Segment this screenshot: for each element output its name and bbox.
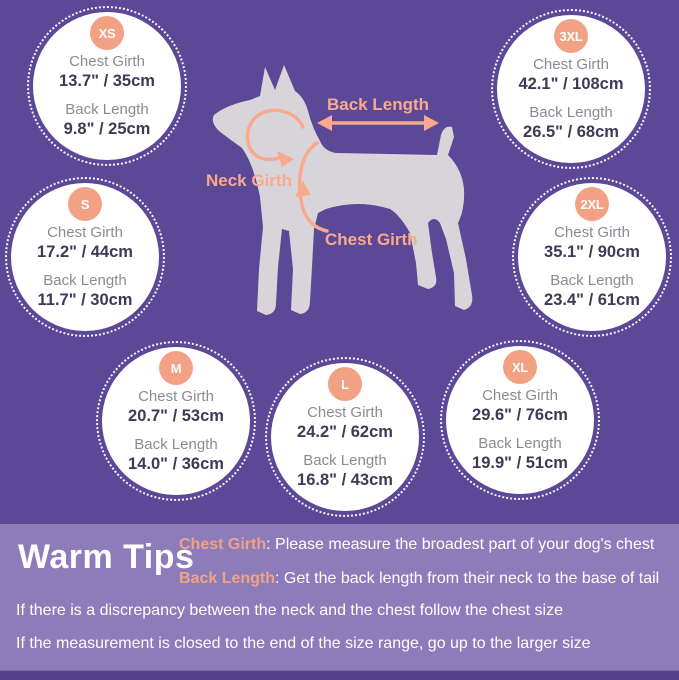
size-circle-l: L Chest Girth 24.2" / 62cm Back Length 1… — [265, 357, 425, 517]
back-length-caption: Back Length — [134, 436, 218, 453]
tips-panel: Warm Tips Chest Girth: Please measure th… — [0, 524, 679, 670]
back-length-caption: Back Length — [478, 435, 562, 452]
back-length-value: 26.5" / 68cm — [523, 123, 619, 141]
chest-girth-value: 42.1" / 108cm — [518, 75, 624, 93]
tip-back-length: Back Length: Get the back length from th… — [179, 570, 659, 588]
chest-girth-value: 17.2" / 44cm — [37, 243, 133, 261]
tip-back-length-text: : Get the back length from their neck to… — [275, 570, 660, 587]
size-measurements: Chest Girth 20.7" / 53cm Back Length 14.… — [102, 387, 250, 475]
chest-girth-label: Chest Girth — [325, 230, 418, 249]
back-length-value: 11.7" / 30cm — [37, 291, 133, 309]
tip-chest-girth-text: : Please measure the broadest part of yo… — [266, 536, 655, 553]
size-circle-3xl: 3XL Chest Girth 42.1" / 108cm Back Lengt… — [491, 9, 651, 169]
tip-chest-girth: Chest Girth: Please measure the broadest… — [179, 536, 654, 554]
chest-girth-arrow — [295, 141, 329, 233]
tip-back-length-term: Back Length — [179, 570, 276, 587]
tip-note-discrepancy: If there is a discrepancy between the ne… — [16, 602, 563, 619]
chest-girth-caption: Chest Girth — [307, 404, 383, 421]
size-measurements: Chest Girth 13.7" / 35cm Back Length 9.8… — [33, 52, 181, 140]
back-length-value: 16.8" / 43cm — [297, 471, 393, 489]
back-length-value: 14.0" / 36cm — [128, 455, 224, 473]
back-length-caption: Back Length — [550, 272, 634, 289]
tip-chest-girth-term: Chest Girth — [179, 536, 267, 553]
chest-girth-caption: Chest Girth — [554, 224, 630, 241]
size-badge-l: L — [328, 367, 362, 401]
size-measurements: Chest Girth 42.1" / 108cm Back Length 26… — [497, 55, 645, 143]
size-circle-body: XS Chest Girth 13.7" / 35cm Back Length … — [33, 12, 181, 160]
size-measurements: Chest Girth 17.2" / 44cm Back Length 11.… — [11, 223, 159, 311]
back-length-label: Back Length — [327, 95, 430, 114]
chest-girth-caption: Chest Girth — [533, 56, 609, 73]
size-measurements: Chest Girth 29.6" / 76cm Back Length 19.… — [446, 386, 594, 474]
back-length-caption: Back Length — [43, 272, 127, 289]
size-badge-3xl: 3XL — [554, 19, 588, 53]
chest-girth-value: 13.7" / 35cm — [59, 72, 155, 90]
chest-girth-value: 20.7" / 53cm — [128, 407, 224, 425]
size-circle-xs: XS Chest Girth 13.7" / 35cm Back Length … — [27, 6, 187, 166]
size-badge-s: S — [68, 187, 102, 221]
neck-girth-arrow — [245, 108, 305, 167]
size-circle-body: S Chest Girth 17.2" / 44cm Back Length 1… — [11, 183, 159, 331]
size-badge-xl: XL — [503, 350, 537, 384]
size-circle-body: XL Chest Girth 29.6" / 76cm Back Length … — [446, 346, 594, 494]
back-length-value: 9.8" / 25cm — [63, 120, 151, 138]
back-length-caption: Back Length — [65, 101, 149, 118]
chest-girth-caption: Chest Girth — [482, 387, 558, 404]
back-length-arrow — [317, 115, 439, 131]
back-length-caption: Back Length — [303, 452, 387, 469]
size-circle-body: M Chest Girth 20.7" / 53cm Back Length 1… — [102, 347, 250, 495]
warm-tips-heading: Warm Tips — [18, 538, 195, 576]
back-length-value: 19.9" / 51cm — [472, 454, 568, 472]
size-circle-body: 2XL Chest Girth 35.1" / 90cm Back Length… — [518, 183, 666, 331]
chest-girth-value: 35.1" / 90cm — [544, 243, 640, 261]
size-measurements: Chest Girth 24.2" / 62cm Back Length 16.… — [271, 403, 419, 491]
chest-girth-value: 24.2" / 62cm — [297, 423, 393, 441]
size-badge-2xl: 2XL — [575, 187, 609, 221]
chest-girth-caption: Chest Girth — [138, 388, 214, 405]
chest-girth-caption: Chest Girth — [69, 53, 145, 70]
chest-girth-value: 29.6" / 76cm — [472, 406, 568, 424]
back-length-caption: Back Length — [529, 104, 613, 121]
size-circle-body: 3XL Chest Girth 42.1" / 108cm Back Lengt… — [497, 15, 645, 163]
size-circle-m: M Chest Girth 20.7" / 53cm Back Length 1… — [96, 341, 256, 501]
back-length-value: 23.4" / 61cm — [544, 291, 640, 309]
size-measurements: Chest Girth 35.1" / 90cm Back Length 23.… — [518, 223, 666, 311]
size-badge-xs: XS — [90, 16, 124, 50]
size-circle-xl: XL Chest Girth 29.6" / 76cm Back Length … — [440, 340, 600, 500]
size-circle-s: S Chest Girth 17.2" / 44cm Back Length 1… — [5, 177, 165, 337]
size-badge-m: M — [159, 351, 193, 385]
chest-girth-caption: Chest Girth — [47, 224, 123, 241]
tip-note-size-range: If the measurement is closed to the end … — [16, 635, 591, 652]
size-circle-2xl: 2XL Chest Girth 35.1" / 90cm Back Length… — [512, 177, 672, 337]
size-circle-body: L Chest Girth 24.2" / 62cm Back Length 1… — [271, 363, 419, 511]
neck-girth-label: Neck Girth — [206, 171, 292, 190]
footer-strip — [0, 670, 679, 680]
